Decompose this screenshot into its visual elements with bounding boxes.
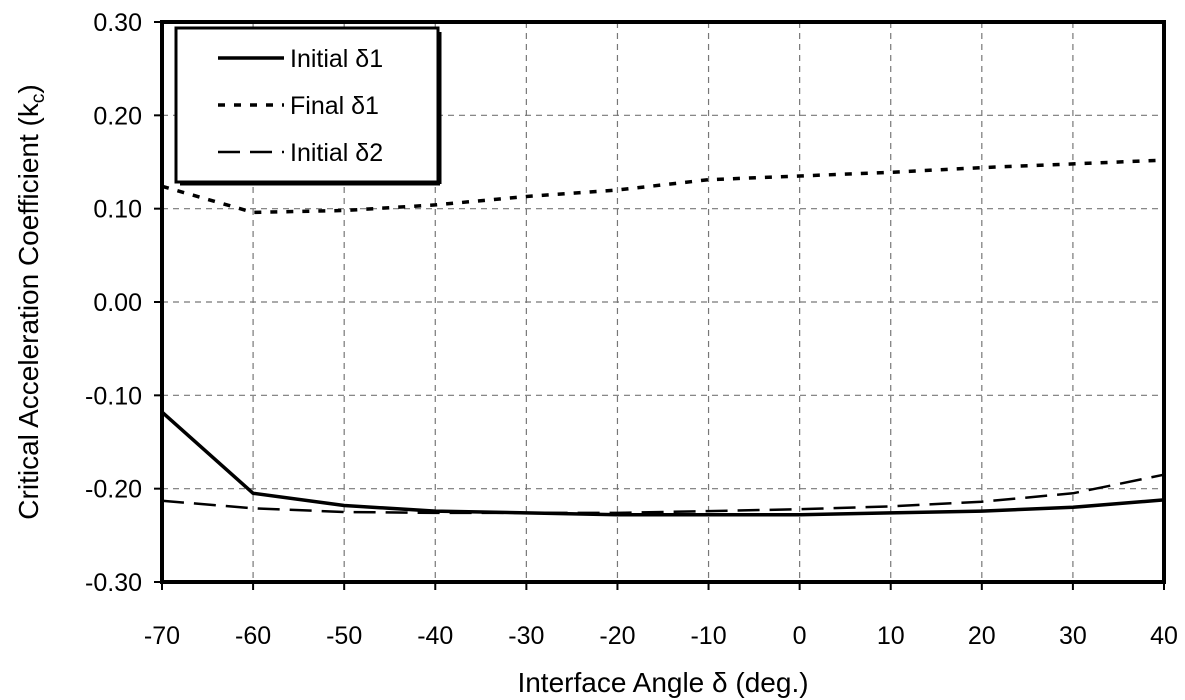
y-axis-ticks: -0.30 -0.20 -0.10 0.00 0.10 0.20 0.30 bbox=[85, 9, 162, 597]
x-tick-label: -60 bbox=[235, 622, 271, 650]
y-axis-title-close: ) bbox=[13, 84, 44, 93]
legend: Initial δ1 Final δ1 Initial δ2 bbox=[176, 28, 440, 184]
x-tick-label: 40 bbox=[1150, 622, 1178, 650]
y-tick-label: -0.20 bbox=[85, 476, 142, 504]
y-tick-label: -0.30 bbox=[85, 569, 142, 597]
x-tick-label: 10 bbox=[877, 622, 905, 650]
x-tick-label: -40 bbox=[417, 622, 453, 650]
y-tick-label: 0.20 bbox=[93, 102, 142, 130]
legend-label-3: Initial δ2 bbox=[290, 139, 383, 167]
x-tick-label: -10 bbox=[690, 622, 726, 650]
x-tick-label: 30 bbox=[1059, 622, 1087, 650]
legend-label-2: Final δ1 bbox=[290, 92, 379, 120]
y-tick-label: 0.10 bbox=[93, 196, 142, 224]
x-axis-title: Interface Angle δ (deg.) bbox=[517, 667, 808, 698]
series-lines bbox=[162, 160, 1164, 515]
y-tick-label: -0.10 bbox=[85, 382, 142, 410]
x-axis-ticks: -70 -60 -50 -40 -30 -20 -10 0 10 20 30 40 bbox=[144, 582, 1178, 650]
y-axis-title-subscript: c bbox=[28, 94, 49, 104]
x-tick-label: 0 bbox=[793, 622, 807, 650]
y-tick-label: 0.00 bbox=[93, 289, 142, 317]
x-tick-label: -20 bbox=[599, 622, 635, 650]
y-axis-title-main: Critical Acceleration Coefficient (k bbox=[13, 102, 44, 520]
legend-label-1: Initial δ1 bbox=[290, 45, 383, 73]
x-tick-label: -30 bbox=[508, 622, 544, 650]
series-line-3 bbox=[162, 475, 1164, 513]
y-tick-label: 0.30 bbox=[93, 9, 142, 37]
x-tick-label: -70 bbox=[144, 622, 180, 650]
y-axis-title: Critical Acceleration Coefficient (kc) bbox=[13, 84, 49, 519]
x-tick-label: -50 bbox=[326, 622, 362, 650]
x-tick-label: 20 bbox=[968, 622, 996, 650]
